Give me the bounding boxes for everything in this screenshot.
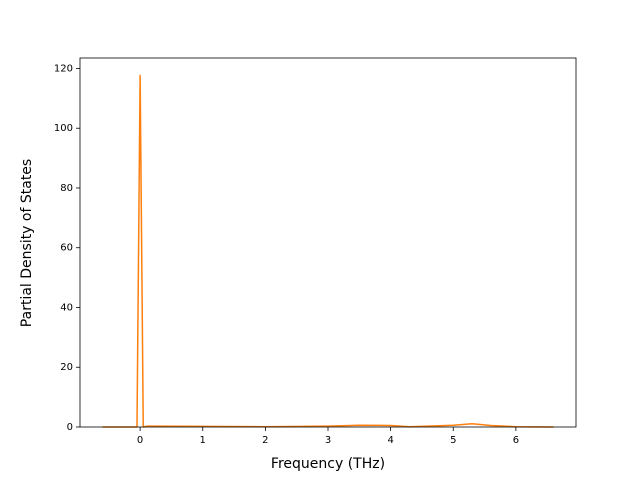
y-axis-label: Partial Density of States — [19, 159, 35, 327]
plot-frame — [79, 57, 577, 428]
x-tick-label: 0 — [137, 435, 143, 446]
x-tick-label: 3 — [325, 435, 331, 446]
x-tick-label: 5 — [450, 435, 456, 446]
x-axis-label: Frequency (THz) — [271, 456, 385, 472]
y-tick-label: 20 — [60, 362, 73, 373]
y-tick-label: 60 — [60, 243, 73, 254]
y-tick-label: 0 — [67, 422, 73, 433]
line-series — [102, 74, 554, 428]
x-tick-label: 6 — [513, 435, 519, 446]
y-tick-label: 120 — [54, 63, 73, 74]
y-tick-label: 100 — [54, 123, 73, 134]
y-tick-label: 40 — [60, 302, 73, 313]
x-tick-label: 1 — [200, 435, 206, 446]
y-tick-label: 80 — [60, 183, 73, 194]
x-tick-label: 4 — [387, 435, 393, 446]
x-tick-label: 2 — [262, 435, 268, 446]
